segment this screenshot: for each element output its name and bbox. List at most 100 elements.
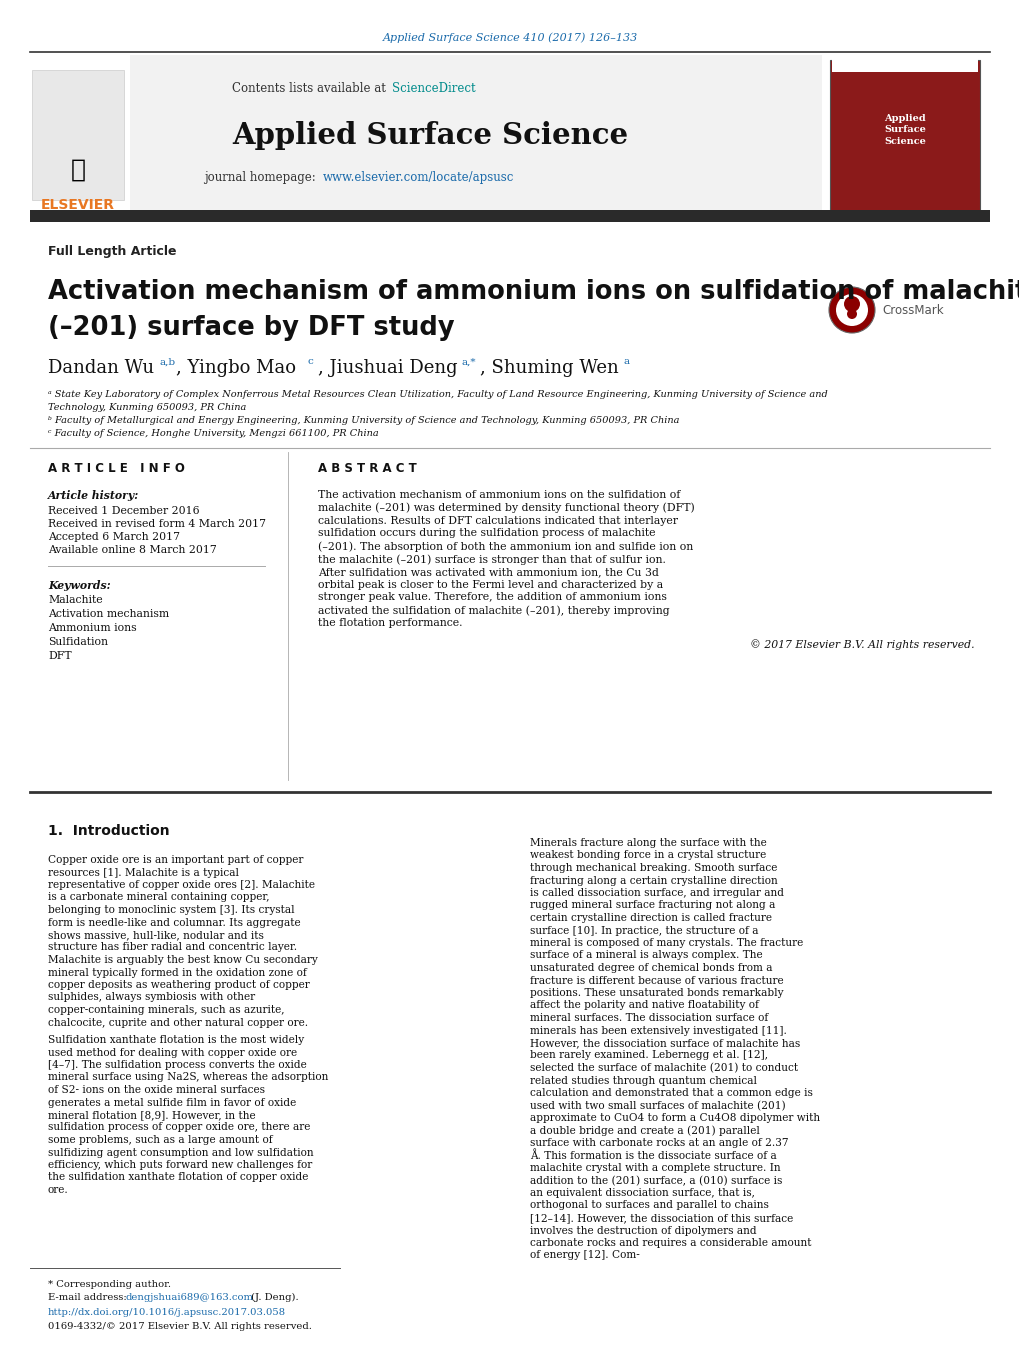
Text: copper deposits as weathering product of copper: copper deposits as weathering product of… (48, 979, 310, 990)
Text: chalcocite, cuprite and other natural copper ore.: chalcocite, cuprite and other natural co… (48, 1017, 308, 1028)
Text: sulfidation occurs during the sulfidation process of malachite: sulfidation occurs during the sulfidatio… (318, 528, 655, 539)
Text: resources [1]. Malachite is a typical: resources [1]. Malachite is a typical (48, 867, 238, 878)
Text: Activation mechanism of ammonium ions on sulfidation of malachite: Activation mechanism of ammonium ions on… (48, 280, 1019, 305)
Text: ᵃ State Key Laboratory of Complex Nonferrous Metal Resources Clean Utilization, : ᵃ State Key Laboratory of Complex Nonfer… (48, 390, 827, 399)
Text: an equivalent dissociation surface, that is,: an equivalent dissociation surface, that… (530, 1188, 754, 1198)
Text: www.elsevier.com/locate/apsusc: www.elsevier.com/locate/apsusc (323, 172, 514, 185)
Text: ScienceDirect: ScienceDirect (391, 81, 475, 95)
Text: (–201). The absorption of both the ammonium ion and sulfide ion on: (–201). The absorption of both the ammon… (318, 542, 693, 551)
Text: mineral surface using Na2S, whereas the adsorption: mineral surface using Na2S, whereas the … (48, 1073, 328, 1082)
Text: certain crystalline direction is called fracture: certain crystalline direction is called … (530, 913, 771, 923)
Text: 1.  Introduction: 1. Introduction (48, 824, 169, 838)
Text: rugged mineral surface fracturing not along a: rugged mineral surface fracturing not al… (530, 901, 774, 911)
Text: Dandan Wu: Dandan Wu (48, 359, 154, 377)
Text: c: c (308, 358, 314, 366)
Text: Copper oxide ore is an important part of copper: Copper oxide ore is an important part of… (48, 855, 303, 865)
Text: a double bridge and create a (201) parallel: a double bridge and create a (201) paral… (530, 1125, 759, 1136)
Text: ELSEVIER: ELSEVIER (41, 199, 115, 212)
Text: dengjshuai689@163.com: dengjshuai689@163.com (126, 1293, 254, 1302)
Text: Å. This formation is the dissociate surface of a: Å. This formation is the dissociate surf… (530, 1151, 776, 1162)
Text: used method for dealing with copper oxide ore: used method for dealing with copper oxid… (48, 1047, 297, 1058)
Text: However, the dissociation surface of malachite has: However, the dissociation surface of mal… (530, 1038, 800, 1048)
Text: orthogonal to surfaces and parallel to chains: orthogonal to surfaces and parallel to c… (530, 1201, 768, 1210)
Text: mineral is composed of many crystals. The fracture: mineral is composed of many crystals. Th… (530, 938, 803, 948)
Text: surface of a mineral is always complex. The: surface of a mineral is always complex. … (530, 951, 762, 961)
Text: representative of copper oxide ores [2]. Malachite: representative of copper oxide ores [2].… (48, 880, 315, 890)
Text: fracture is different because of various fracture: fracture is different because of various… (530, 975, 783, 985)
Text: weakest bonding force in a crystal structure: weakest bonding force in a crystal struc… (530, 851, 765, 861)
Circle shape (836, 295, 867, 326)
Text: copper-containing minerals, such as azurite,: copper-containing minerals, such as azur… (48, 1005, 284, 1015)
Text: been rarely examined. Lebernegg et al. [12],: been rarely examined. Lebernegg et al. [… (530, 1051, 767, 1061)
Bar (30, 55, 129, 215)
Text: is called dissociation surface, and irregular and: is called dissociation surface, and irre… (530, 888, 784, 898)
Text: mineral typically formed in the oxidation zone of: mineral typically formed in the oxidatio… (48, 967, 307, 978)
Text: (J. Deng).: (J. Deng). (248, 1293, 299, 1302)
Text: Full Length Article: Full Length Article (48, 246, 176, 258)
Text: Accepted 6 March 2017: Accepted 6 March 2017 (48, 532, 179, 542)
Text: addition to the (201) surface, a (010) surface is: addition to the (201) surface, a (010) s… (530, 1175, 782, 1186)
Text: Keywords:: Keywords: (48, 580, 110, 590)
Text: ᵇ Faculty of Metallurgical and Energy Engineering, Kunming University of Science: ᵇ Faculty of Metallurgical and Energy En… (48, 416, 679, 426)
Text: Malachite is arguably the best know Cu secondary: Malachite is arguably the best know Cu s… (48, 955, 318, 965)
Text: Malachite: Malachite (48, 594, 103, 605)
Text: 🌿: 🌿 (70, 158, 86, 182)
Text: CrossMark: CrossMark (881, 304, 943, 316)
Text: , Yingbo Mao: , Yingbo Mao (176, 359, 296, 377)
Text: 0169-4332/© 2017 Elsevier B.V. All rights reserved.: 0169-4332/© 2017 Elsevier B.V. All right… (48, 1323, 312, 1331)
Text: © 2017 Elsevier B.V. All rights reserved.: © 2017 Elsevier B.V. All rights reserved… (750, 639, 974, 650)
Text: calculations. Results of DFT calculations indicated that interlayer: calculations. Results of DFT calculation… (318, 516, 678, 526)
Text: malachite crystal with a complete structure. In: malachite crystal with a complete struct… (530, 1163, 780, 1173)
Text: belonging to monoclinic system [3]. Its crystal: belonging to monoclinic system [3]. Its … (48, 905, 294, 915)
Text: [4–7]. The sulfidation process converts the oxide: [4–7]. The sulfidation process converts … (48, 1061, 307, 1070)
Text: sulfidation process of copper oxide ore, there are: sulfidation process of copper oxide ore,… (48, 1123, 310, 1132)
Text: Activation mechanism: Activation mechanism (48, 609, 169, 619)
Text: Article history:: Article history: (48, 490, 140, 501)
Text: the malachite (–201) surface is stronger than that of sulfur ion.: the malachite (–201) surface is stronger… (318, 554, 665, 565)
Text: Applied Surface Science 410 (2017) 126–133: Applied Surface Science 410 (2017) 126–1… (382, 32, 637, 43)
Text: (–201) surface by DFT study: (–201) surface by DFT study (48, 315, 454, 340)
Text: selected the surface of malachite (201) to conduct: selected the surface of malachite (201) … (530, 1063, 797, 1073)
Text: malachite (–201) was determined by density functional theory (DFT): malachite (–201) was determined by densi… (318, 503, 694, 513)
Text: activated the sulfidation of malachite (–201), thereby improving: activated the sulfidation of malachite (… (318, 605, 668, 616)
Text: Technology, Kunming 650093, PR China: Technology, Kunming 650093, PR China (48, 403, 247, 412)
Text: The activation mechanism of ammonium ions on the sulfidation of: The activation mechanism of ammonium ion… (318, 490, 680, 500)
Text: carbonate rocks and requires a considerable amount: carbonate rocks and requires a considera… (530, 1238, 811, 1248)
Text: Contents lists available at: Contents lists available at (232, 81, 389, 95)
Text: a,*: a,* (462, 358, 476, 366)
Text: shows massive, hull-like, nodular and its: shows massive, hull-like, nodular and it… (48, 929, 264, 940)
Text: sulfidizing agent consumption and low sulfidation: sulfidizing agent consumption and low su… (48, 1147, 313, 1158)
Text: a: a (624, 358, 630, 366)
Bar (62, 55, 821, 209)
Text: E-mail address:: E-mail address: (48, 1293, 129, 1302)
Text: ore.: ore. (48, 1185, 68, 1196)
Text: surface [10]. In practice, the structure of a: surface [10]. In practice, the structure… (530, 925, 758, 935)
Text: Applied
Surface
Science: Applied Surface Science (883, 115, 925, 146)
Text: fracturing along a certain crystalline direction: fracturing along a certain crystalline d… (530, 875, 777, 885)
Text: a,b: a,b (160, 358, 176, 366)
Text: affect the polarity and native floatability of: affect the polarity and native floatabil… (530, 1001, 758, 1011)
Text: form is needle-like and columnar. Its aggregate: form is needle-like and columnar. Its ag… (48, 917, 301, 928)
Circle shape (846, 309, 856, 319)
Text: Ammonium ions: Ammonium ions (48, 623, 137, 634)
Text: unsaturated degree of chemical bonds from a: unsaturated degree of chemical bonds fro… (530, 963, 771, 973)
Text: some problems, such as a large amount of: some problems, such as a large amount of (48, 1135, 272, 1146)
Text: mineral surfaces. The dissociation surface of: mineral surfaces. The dissociation surfa… (530, 1013, 767, 1023)
Text: used with two small surfaces of malachite (201): used with two small surfaces of malachit… (530, 1101, 785, 1111)
Text: calculation and demonstrated that a common edge is: calculation and demonstrated that a comm… (530, 1088, 812, 1098)
Text: A R T I C L E   I N F O: A R T I C L E I N F O (48, 462, 184, 474)
Text: Applied Surface Science: Applied Surface Science (231, 120, 628, 150)
Text: Applied
Surface Science: Applied Surface Science (864, 53, 945, 73)
Text: , Shuming Wen: , Shuming Wen (480, 359, 619, 377)
Text: sulphides, always symbiosis with other: sulphides, always symbiosis with other (48, 993, 255, 1002)
Text: After sulfidation was activated with ammonium ion, the Cu 3d: After sulfidation was activated with amm… (318, 567, 658, 577)
Text: efficiency, which puts forward new challenges for: efficiency, which puts forward new chall… (48, 1161, 312, 1170)
Text: * Corresponding author.: * Corresponding author. (48, 1279, 171, 1289)
Bar (32, 70, 124, 200)
Text: generates a metal sulfide film in favor of oxide: generates a metal sulfide film in favor … (48, 1097, 296, 1108)
Text: positions. These unsaturated bonds remarkably: positions. These unsaturated bonds remar… (530, 988, 783, 998)
Text: the flotation performance.: the flotation performance. (318, 617, 462, 628)
Text: involves the destruction of dipolymers and: involves the destruction of dipolymers a… (530, 1225, 756, 1236)
Text: A B S T R A C T: A B S T R A C T (318, 462, 417, 474)
Text: related studies through quantum chemical: related studies through quantum chemical (530, 1075, 756, 1085)
